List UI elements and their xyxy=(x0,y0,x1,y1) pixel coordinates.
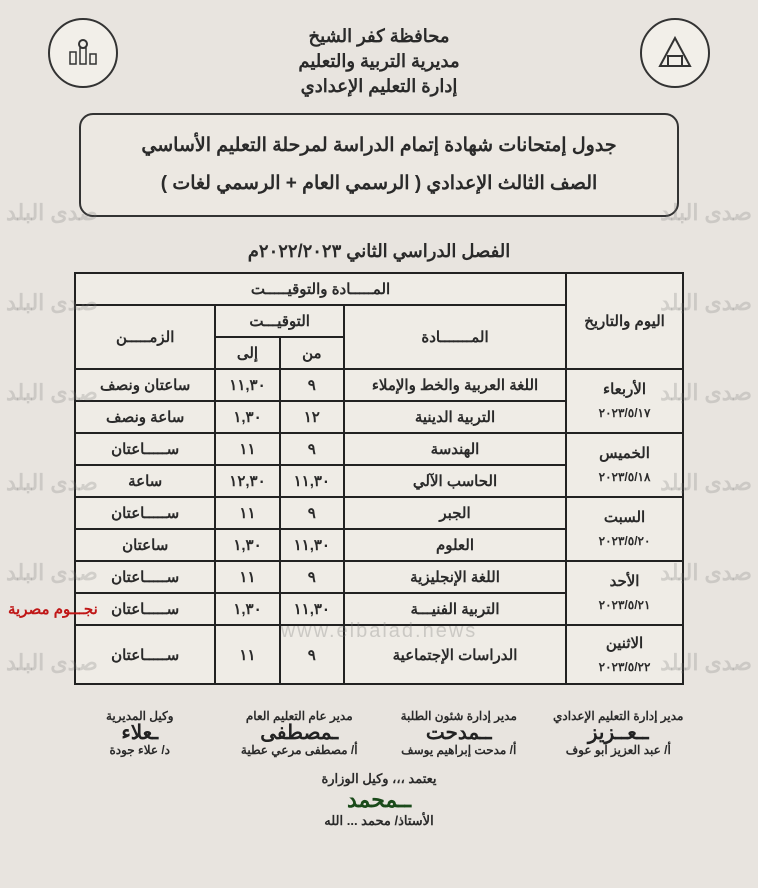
subject-cell: الحاسب الآلي xyxy=(344,465,566,497)
col-from: من xyxy=(280,337,344,369)
red-caption: نجـــوم مصرية xyxy=(8,600,98,618)
bottom-signature: يعتمد ،،، وكيل الوزارة ــمحمد الأستاذ/ م… xyxy=(40,771,718,829)
subject-cell: اللغة الإنجليزية xyxy=(344,561,566,593)
sig-1: مدير إدارة التعليم الإعدادي ــعــزيز أ/ … xyxy=(539,709,699,757)
logo-left xyxy=(48,18,118,88)
table-row: السبت٢٠٢٣/٥/٢٠الجبر٩١١ســـــاعتان xyxy=(75,497,683,529)
col-duration: الزمـــــن xyxy=(75,305,215,369)
duration-cell: ســـــاعتان xyxy=(75,433,215,465)
table-row: الأربعاء٢٠٢٣/٥/١٧اللغة العربية والخط وال… xyxy=(75,369,683,401)
duration-cell: ســـــاعتان xyxy=(75,561,215,593)
signatures-row: مدير إدارة التعليم الإعدادي ــعــزيز أ/ … xyxy=(60,709,698,757)
to-cell: ١,٣٠ xyxy=(215,401,279,433)
duration-cell: ساعتان ونصف xyxy=(75,369,215,401)
title-line-1: جدول إمتحانات شهادة إتمام الدراسة لمرحلة… xyxy=(91,127,667,165)
col-day: اليوم والتاريخ xyxy=(566,273,683,369)
subject-cell: الهندسة xyxy=(344,433,566,465)
from-cell: ٩ xyxy=(280,369,344,401)
subject-cell: العلوم xyxy=(344,529,566,561)
day-cell: الخميس٢٠٢٣/٥/١٨ xyxy=(566,433,683,497)
col-to: إلى xyxy=(215,337,279,369)
to-cell: ١١,٣٠ xyxy=(215,369,279,401)
sig-4: وكيل المديرية ـعلاء د/ علاء جودة xyxy=(60,709,220,757)
subject-cell: اللغة العربية والخط والإملاء xyxy=(344,369,566,401)
duration-cell: ساعتان xyxy=(75,529,215,561)
to-cell: ١١ xyxy=(215,625,279,684)
semester-line: الفصل الدراسي الثاني ٢٠٢٢/٢٠٢٣م xyxy=(40,241,718,262)
col-group: المـــــادة والتوقيـــــت xyxy=(75,273,566,305)
duration-cell: ساعة ونصف xyxy=(75,401,215,433)
to-cell: ١٢,٣٠ xyxy=(215,465,279,497)
to-cell: ١,٣٠ xyxy=(215,593,279,625)
duration-cell: ســـــاعتان xyxy=(75,625,215,684)
day-cell: السبت٢٠٢٣/٥/٢٠ xyxy=(566,497,683,561)
title-box: جدول إمتحانات شهادة إتمام الدراسة لمرحلة… xyxy=(79,113,679,217)
duration-cell: ســـــاعتان xyxy=(75,497,215,529)
to-cell: ١,٣٠ xyxy=(215,529,279,561)
from-cell: ٩ xyxy=(280,561,344,593)
duration-cell: ساعة xyxy=(75,465,215,497)
logo-right xyxy=(640,18,710,88)
to-cell: ١١ xyxy=(215,433,279,465)
subject-cell: التربية الدينية xyxy=(344,401,566,433)
col-time-group: التوقيـــت xyxy=(215,305,344,337)
subject-cell: الجبر xyxy=(344,497,566,529)
watermark-center: www.elbalad.news xyxy=(281,620,478,643)
day-cell: الأحد٢٠٢٣/٥/٢١ xyxy=(566,561,683,625)
to-cell: ١١ xyxy=(215,561,279,593)
from-cell: ١١,٣٠ xyxy=(280,529,344,561)
day-cell: الاثنين٢٠٢٣/٥/٢٢ xyxy=(566,625,683,684)
from-cell: ١٢ xyxy=(280,401,344,433)
to-cell: ١١ xyxy=(215,497,279,529)
sig-2: مدير إدارة شئون الطلبة ــمدحت أ/ مدحت إب… xyxy=(379,709,539,757)
from-cell: ١١,٣٠ xyxy=(280,465,344,497)
table-row: الخميس٢٠٢٣/٥/١٨الهندسة٩١١ســـــاعتان xyxy=(75,433,683,465)
sig-3: مدير عام التعليم العام ـمصطفى أ/ مصطفى م… xyxy=(220,709,380,757)
title-line-2: الصف الثالث الإعدادي ( الرسمي العام + ال… xyxy=(91,165,667,203)
col-subject: المـــــــادة xyxy=(344,305,566,369)
from-cell: ٩ xyxy=(280,433,344,465)
day-cell: الأربعاء٢٠٢٣/٥/١٧ xyxy=(566,369,683,433)
table-row: الأحد٢٠٢٣/٥/٢١اللغة الإنجليزية٩١١ســـــا… xyxy=(75,561,683,593)
from-cell: ٩ xyxy=(280,497,344,529)
